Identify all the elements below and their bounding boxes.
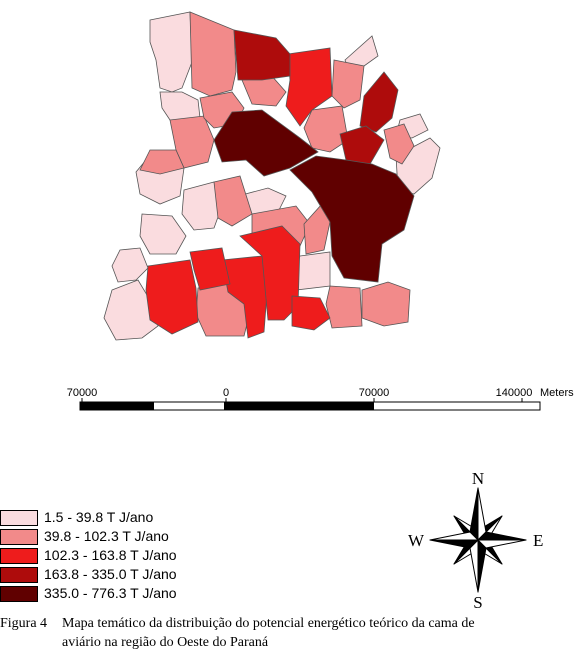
compass-point: [429, 531, 479, 541]
legend-item: 335.0 - 776.3 T J/ano: [0, 585, 230, 604]
municipality-region[interactable]: [291, 295, 331, 331]
municipality-region[interactable]: [213, 175, 253, 227]
compass-point: [469, 487, 479, 541]
thematic-map: 70000 0 70000 140000 Meters: [67, 11, 574, 411]
legend-label: 1.5 - 39.8 T J/ano: [44, 509, 154, 525]
legend-item: 163.8 - 335.0 T J/ano: [0, 566, 230, 585]
scale-unit: Meters: [540, 387, 574, 399]
scale-label: 0: [223, 387, 229, 399]
municipality-region[interactable]: [383, 123, 415, 165]
caption-line: Mapa temático da distribuição do potenci…: [62, 616, 475, 631]
municipality-region[interactable]: [359, 71, 399, 133]
municipality-region[interactable]: [361, 281, 411, 327]
municipality-region[interactable]: [339, 125, 385, 165]
compass-west-label: W: [408, 531, 425, 550]
municipality-region[interactable]: [331, 59, 365, 109]
scale-bar: 70000 0 70000 140000 Meters: [67, 387, 574, 411]
compass-rose-icon: N S E W: [408, 470, 543, 610]
compass-south-label: S: [473, 593, 482, 610]
municipality-region[interactable]: [111, 247, 149, 283]
municipality-region[interactable]: [213, 109, 319, 177]
caption-line: aviário na região do Oeste do Paraná: [62, 635, 269, 650]
municipality-region[interactable]: [303, 105, 349, 153]
legend-item: 102.3 - 163.8 T J/ano: [0, 547, 230, 566]
municipality-region[interactable]: [145, 259, 199, 335]
municipality-region[interactable]: [325, 285, 363, 329]
scale-label: 70000: [359, 387, 390, 399]
legend-swatch: [0, 586, 38, 602]
legend-swatch: [0, 567, 38, 583]
municipality-region[interactable]: [303, 203, 331, 255]
legend-item: 39.8 - 102.3 T J/ano: [0, 528, 230, 547]
municipality-region[interactable]: [189, 11, 237, 97]
compass-point: [477, 531, 527, 541]
municipality-region[interactable]: [139, 213, 187, 255]
municipality-region[interactable]: [189, 247, 231, 291]
legend-label: 163.8 - 335.0 T J/ano: [44, 566, 177, 582]
compass-point: [469, 539, 479, 593]
municipality-region[interactable]: [289, 155, 415, 283]
municipality-polygons: [103, 11, 441, 341]
municipality-region[interactable]: [139, 149, 185, 175]
legend-label: 39.8 - 102.3 T J/ano: [44, 528, 169, 544]
scale-label: 140000: [496, 387, 533, 399]
compass-point: [477, 539, 487, 593]
legend-item: 1.5 - 39.8 T J/ano: [0, 509, 230, 528]
municipality-region[interactable]: [149, 11, 193, 93]
legend-swatch: [0, 548, 38, 564]
compass-north-label: N: [472, 470, 484, 488]
compass-point: [477, 487, 487, 541]
scale-label: 70000: [67, 387, 98, 399]
municipality-region[interactable]: [285, 47, 333, 127]
legend-label: 102.3 - 163.8 T J/ano: [44, 547, 177, 563]
compass-point: [477, 539, 527, 549]
legend-swatch: [0, 529, 38, 545]
scale-bar-segment: [80, 402, 154, 410]
municipality-region[interactable]: [239, 225, 301, 321]
compass-point: [429, 539, 479, 549]
legend-label: 335.0 - 776.3 T J/ano: [44, 585, 177, 601]
legend-swatch: [0, 510, 38, 526]
figure-label: Figura 4: [0, 616, 48, 631]
compass-east-label: E: [533, 531, 543, 550]
municipality-region[interactable]: [233, 29, 291, 81]
scale-bar-segment: [224, 402, 374, 410]
municipality-region[interactable]: [103, 279, 159, 341]
